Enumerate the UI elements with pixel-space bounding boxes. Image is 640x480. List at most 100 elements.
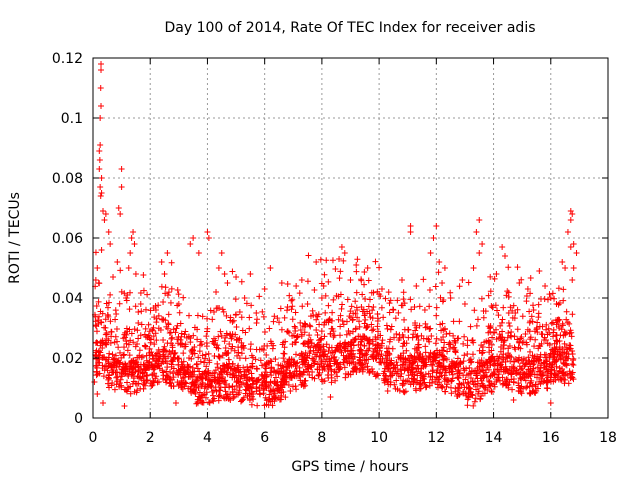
data-point bbox=[194, 377, 201, 384]
data-point bbox=[211, 369, 218, 376]
data-point bbox=[337, 291, 344, 298]
x-tick-label: 10 bbox=[370, 430, 388, 446]
data-point bbox=[361, 320, 368, 327]
data-point bbox=[381, 368, 388, 375]
data-point bbox=[559, 320, 566, 327]
data-point bbox=[146, 358, 153, 365]
data-point bbox=[325, 368, 332, 375]
data-point bbox=[370, 348, 377, 355]
data-point bbox=[94, 317, 101, 324]
data-point bbox=[522, 361, 529, 368]
data-point bbox=[557, 350, 564, 357]
data-point bbox=[149, 371, 156, 378]
data-point bbox=[353, 262, 360, 268]
data-point bbox=[401, 389, 408, 396]
data-point bbox=[506, 353, 513, 360]
data-point bbox=[420, 276, 427, 283]
data-point bbox=[92, 277, 99, 283]
data-point bbox=[407, 229, 414, 235]
data-point bbox=[271, 313, 278, 320]
data-point bbox=[290, 332, 297, 339]
data-point bbox=[464, 342, 471, 349]
data-point bbox=[287, 388, 294, 395]
data-point bbox=[123, 295, 130, 302]
y-tick-label: 0.06 bbox=[52, 231, 83, 247]
data-point bbox=[274, 379, 281, 386]
data-point bbox=[258, 362, 265, 369]
data-point bbox=[411, 371, 418, 378]
data-point bbox=[107, 318, 114, 325]
data-point bbox=[422, 324, 429, 331]
data-point bbox=[553, 331, 560, 338]
data-point bbox=[379, 337, 386, 344]
data-point bbox=[420, 376, 427, 383]
data-point bbox=[541, 377, 548, 384]
data-point bbox=[268, 365, 275, 372]
data-point bbox=[302, 357, 309, 364]
data-point bbox=[238, 350, 245, 357]
data-point bbox=[480, 307, 487, 314]
data-point bbox=[343, 318, 350, 325]
data-point bbox=[481, 390, 488, 397]
data-point bbox=[486, 349, 493, 356]
data-point bbox=[492, 302, 499, 309]
data-point bbox=[155, 312, 162, 319]
data-point bbox=[336, 332, 343, 339]
data-point bbox=[131, 326, 138, 333]
data-point bbox=[193, 360, 200, 367]
data-point bbox=[168, 361, 175, 368]
data-point bbox=[403, 347, 410, 354]
data-point bbox=[519, 313, 526, 320]
data-point bbox=[105, 375, 112, 382]
data-point bbox=[237, 398, 244, 405]
data-point bbox=[141, 343, 148, 350]
data-point bbox=[400, 358, 407, 365]
data-point bbox=[214, 364, 221, 371]
data-point bbox=[405, 334, 412, 341]
data-point bbox=[278, 326, 285, 333]
data-point bbox=[146, 335, 153, 342]
data-point bbox=[150, 324, 157, 331]
data-point bbox=[204, 328, 211, 335]
data-point bbox=[304, 301, 311, 307]
data-point bbox=[390, 364, 397, 371]
data-point bbox=[169, 347, 176, 354]
data-point bbox=[163, 347, 170, 354]
data-point bbox=[329, 257, 336, 264]
data-point bbox=[489, 334, 496, 341]
data-point bbox=[440, 333, 447, 340]
data-point bbox=[480, 382, 487, 389]
data-point bbox=[121, 290, 128, 297]
data-point bbox=[327, 330, 334, 337]
data-point bbox=[145, 321, 152, 328]
data-point bbox=[247, 271, 254, 277]
data-point bbox=[169, 334, 176, 341]
data-point bbox=[296, 290, 303, 297]
data-point bbox=[562, 265, 569, 271]
data-point bbox=[489, 304, 496, 311]
data-point bbox=[310, 312, 317, 319]
data-point bbox=[333, 344, 340, 351]
data-point bbox=[107, 241, 114, 247]
data-point bbox=[129, 358, 136, 365]
data-point bbox=[337, 340, 344, 347]
data-point bbox=[195, 393, 202, 400]
data-point bbox=[248, 375, 255, 382]
data-point bbox=[524, 326, 531, 333]
data-point bbox=[552, 377, 559, 384]
data-point bbox=[285, 381, 292, 388]
data-point bbox=[125, 372, 132, 379]
data-point bbox=[440, 353, 447, 360]
data-point bbox=[155, 302, 162, 309]
data-point bbox=[179, 385, 186, 392]
data-point bbox=[190, 387, 197, 394]
data-point bbox=[213, 289, 220, 295]
data-point bbox=[153, 373, 160, 380]
data-point bbox=[114, 259, 121, 265]
data-point bbox=[476, 363, 483, 370]
data-point bbox=[560, 349, 567, 356]
data-point bbox=[437, 370, 444, 377]
data-point bbox=[422, 371, 429, 378]
data-point bbox=[175, 301, 182, 307]
data-point bbox=[293, 283, 300, 289]
